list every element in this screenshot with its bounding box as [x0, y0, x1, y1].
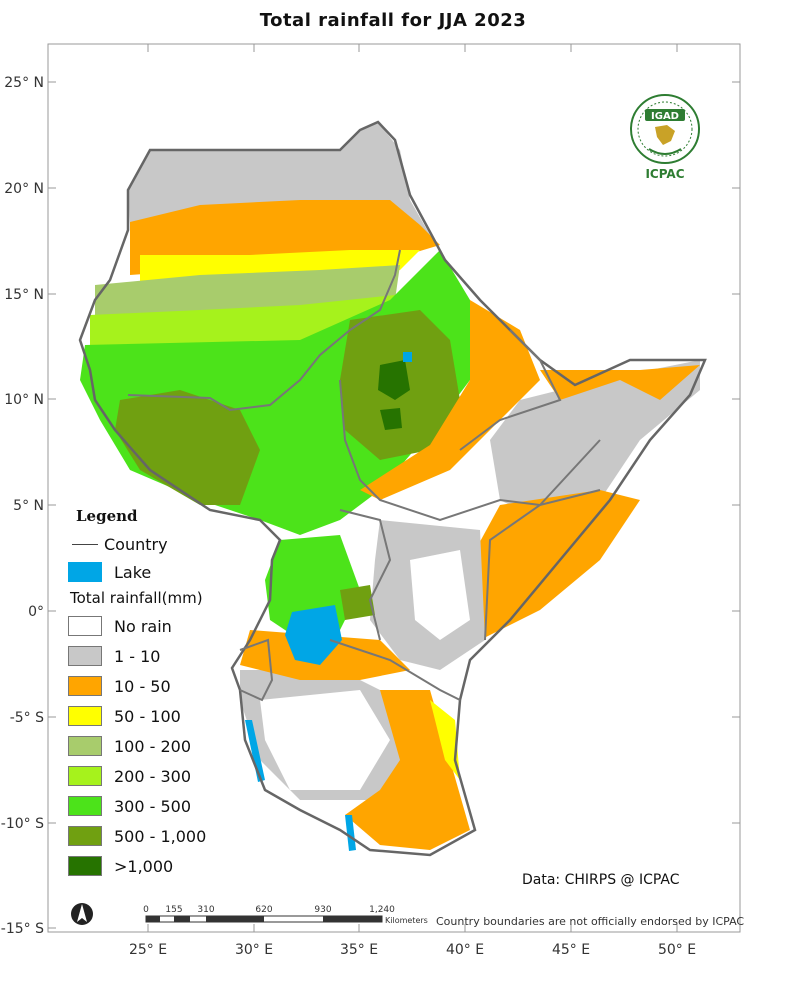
region-uganda-olive: [340, 585, 375, 620]
scalebar-tick-label: 0: [143, 905, 149, 915]
legend-class-swatch: [68, 796, 102, 816]
country-boundary-outline: [78, 120, 707, 857]
lat-label: 10° N: [4, 392, 44, 408]
map-title: Total rainfall for JJA 2023: [259, 10, 527, 31]
lake-victoria: [285, 605, 342, 665]
legend-rainfall-heading: Total rainfall(mm): [70, 589, 203, 607]
legend-class-row: 50 - 100: [68, 701, 258, 731]
legend-class-swatch: [68, 766, 102, 786]
icpac-logo: IGAD ICPAC: [627, 93, 703, 181]
lon-label: 40° E: [446, 942, 484, 958]
lat-label: 20° N: [4, 181, 44, 197]
north-arrow-icon: [70, 900, 94, 932]
legend-class-label: 10 - 50: [114, 676, 171, 696]
region-50-100-tz: [430, 700, 460, 780]
legend-class-row: No rain: [68, 611, 258, 641]
lat-label: 5° N: [13, 498, 44, 514]
legend-class-label: 50 - 100: [114, 706, 181, 726]
legend-heading: Legend: [76, 507, 138, 525]
legend-class-swatch: [68, 646, 102, 666]
legend-class-row: 1 - 10: [68, 641, 258, 671]
scalebar-tick-label: 155: [165, 905, 182, 915]
scalebar-tick-label: 1,240: [369, 905, 395, 915]
lon-label: 45° E: [552, 942, 590, 958]
legend-class-row: 100 - 200: [68, 731, 258, 761]
region-1-10-east: [490, 360, 700, 520]
legend-country: Country: [68, 531, 258, 557]
legend-class-row: >1,000: [68, 851, 258, 881]
legend-lake-label: Lake: [114, 562, 152, 582]
legend: Legend Country Lake Total rainfall(mm) N…: [68, 507, 258, 881]
logo-emblem-icon: IGAD: [630, 94, 700, 164]
lake-tanganyika: [245, 720, 265, 782]
lat-label: -15° S: [1, 921, 44, 937]
legend-class-swatch: [68, 706, 102, 726]
logo-caption: ICPAC: [645, 167, 685, 181]
latitude-labels: 25° N 20° N 15° N 10° N 5° N 0° -5° S -1…: [1, 75, 44, 937]
legend-country-label: Country: [104, 534, 168, 554]
region-gt-1000: [378, 360, 410, 400]
legend-class-label: 1 - 10: [114, 646, 161, 666]
scalebar-tick-label: 930: [314, 905, 331, 915]
lake-malawi: [345, 815, 356, 851]
lake-swatch: [68, 562, 102, 582]
legend-class-swatch: [68, 676, 102, 696]
region-500-1000-sw: [115, 390, 260, 505]
region-10-50-coast: [540, 365, 700, 400]
legend-class-row: 300 - 500: [68, 791, 258, 821]
map-border: [47, 43, 741, 933]
lat-label: 25° N: [4, 75, 44, 91]
legend-class-swatch: [68, 826, 102, 846]
legend-class-label: No rain: [114, 616, 172, 636]
legend-class-swatch: [68, 616, 102, 636]
disclaimer: Country boundaries are not officially en…: [436, 915, 745, 928]
region-10-50-east: [360, 300, 540, 500]
lake-tana: [403, 352, 412, 362]
data-credit: Data: CHIRPS @ ICPAC: [522, 872, 680, 888]
lon-label: 25° E: [129, 942, 167, 958]
legend-classes: No rain 1 - 10 10 - 50 50 - 100 100 - 200 200…: [68, 611, 258, 881]
legend-class-label: >1,000: [114, 856, 174, 876]
lat-label: -10° S: [1, 816, 44, 832]
scalebar: 0 155 310 620 930 1,240 Kilometers: [140, 902, 440, 932]
legend-class-label: 100 - 200: [114, 736, 192, 756]
logo-text: IGAD: [651, 111, 679, 122]
region-gt-1000-b: [380, 408, 402, 430]
internal-borders: [127, 249, 601, 702]
legend-class-row: 10 - 50: [68, 671, 258, 701]
lat-label: 15° N: [4, 287, 44, 303]
legend-class-label: 200 - 300: [114, 766, 192, 786]
graticule-ticks: [48, 44, 740, 932]
legend-class-swatch: [68, 736, 102, 756]
region-no-rain-tanzania: [260, 690, 390, 790]
lon-label: 50° E: [658, 942, 696, 958]
lon-label: 30° E: [235, 942, 273, 958]
lat-label: -5° S: [10, 710, 44, 726]
scalebar-tick-label: 620: [255, 905, 272, 915]
legend-class-label: 300 - 500: [114, 796, 192, 816]
legend-class-row: 200 - 300: [68, 761, 258, 791]
scalebar-unit: Kilometers: [385, 916, 428, 925]
scalebar-tick-label: 310: [197, 905, 214, 915]
legend-class-label: 500 - 1,000: [114, 826, 207, 846]
legend-lake: Lake: [68, 557, 258, 587]
legend-class-row: 500 - 1,000: [68, 821, 258, 851]
country-line-icon: [72, 543, 98, 545]
legend-class-swatch: [68, 856, 102, 876]
region-no-rain-kenya: [410, 550, 470, 640]
longitude-labels: 25° E 30° E 35° E 40° E 45° E 50° E: [129, 942, 696, 958]
lon-label: 35° E: [340, 942, 378, 958]
lat-label: 0°: [28, 604, 44, 620]
